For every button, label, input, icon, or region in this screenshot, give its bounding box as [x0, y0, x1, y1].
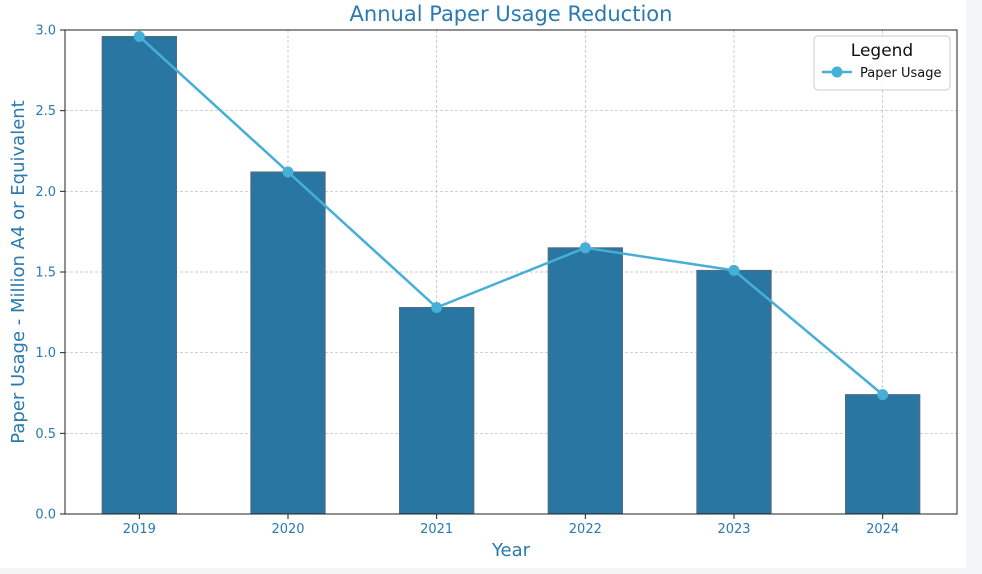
y-tick-label: 2.5: [35, 104, 56, 119]
legend-box: [813, 35, 951, 91]
y-axis: 0.0 0.5 1.0 1.5 2.0 2.5 3.0: [35, 24, 65, 523]
line-layer: [133, 30, 889, 401]
chart-figure: 0.0 0.5 1.0 1.5 2.0 2.5 3.0 2019 2020 2021 2022 20…: [0, 0, 966, 568]
line-point-2021: [431, 301, 443, 313]
legend-label: Paper Usage: [860, 66, 941, 81]
line-point-2023: [728, 264, 740, 276]
line-point-2024: [877, 389, 889, 401]
chart-canvas: 0.00.51.01.52.02.53.0 2019 2020 2021 2022 20…: [8, 2, 958, 561]
y-tick-label: 0.5: [35, 427, 56, 442]
x-tick-label: 2021: [420, 522, 453, 537]
y-tick-label: 1.0: [35, 346, 56, 361]
series-line-paper-usage: [138, 35, 884, 396]
x-tick-label: 2023: [717, 522, 750, 537]
x-tick-label: 2019: [123, 522, 156, 537]
chart-title: Annual Paper Usage Reduction: [350, 2, 673, 26]
grid-layer: [65, 29, 957, 515]
y-tick-label: 2.0: [35, 185, 56, 200]
y-tick-label: 0.0: [35, 508, 56, 523]
x-axis: 2019 2020 2021 2022 2023 2024: [123, 514, 899, 537]
bar-2024: [845, 394, 921, 515]
y-tick-label: 1.5: [35, 266, 56, 281]
y-axis-title: Paper Usage - Million A4 or Equivalent: [8, 100, 29, 443]
line-point-2019: [133, 30, 145, 42]
x-tick-label: 2024: [866, 522, 899, 537]
bar-layer: [101, 35, 921, 515]
line-point-2020: [282, 166, 294, 178]
legend-title: Legend: [851, 41, 913, 61]
bar-2020: [250, 171, 326, 515]
bar-2023: [696, 269, 772, 515]
legend-marker-swatch: [831, 66, 843, 78]
bar-2021: [399, 306, 475, 515]
bar-2019: [101, 35, 177, 515]
bar-2022: [547, 247, 624, 515]
x-axis-title: Year: [491, 540, 531, 561]
x-tick-label: 2020: [271, 522, 304, 537]
y-tick-label: 3.0: [35, 24, 56, 39]
x-tick-label: 2022: [569, 522, 602, 537]
line-point-2022: [579, 242, 591, 254]
legend: Legend Paper Usage: [813, 35, 951, 91]
